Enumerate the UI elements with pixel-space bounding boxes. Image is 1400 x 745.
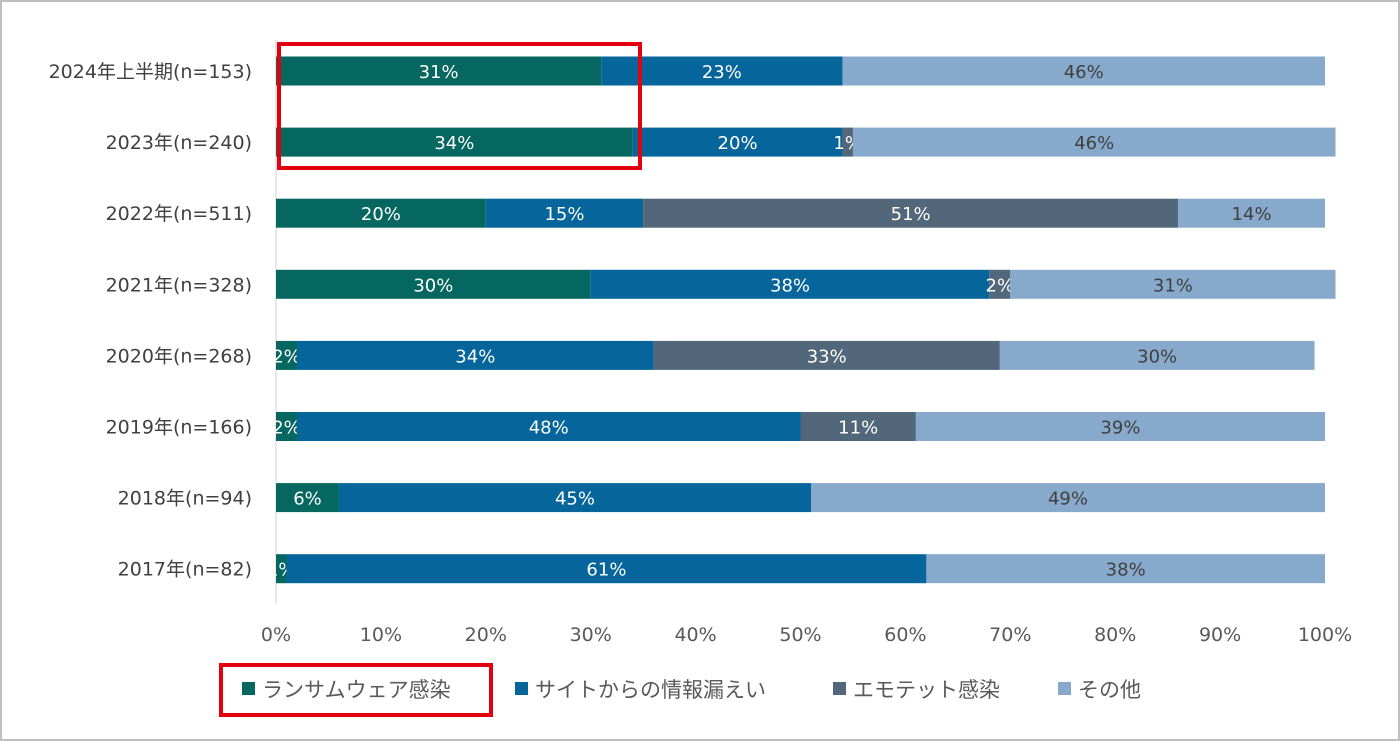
bar-segment — [1178, 198, 1325, 228]
x-tick-label: 100% — [1298, 624, 1352, 646]
data-label: 6% — [293, 489, 322, 510]
bar-segment — [800, 412, 916, 441]
bar-segment — [276, 340, 297, 370]
bar-segment — [485, 198, 644, 228]
bar-segment — [590, 269, 990, 299]
data-label: 61% — [586, 560, 626, 581]
data-label: 15% — [544, 204, 584, 225]
legend-swatch — [833, 682, 846, 695]
bar-segment — [989, 269, 1011, 299]
category-label: 2017年(n=82) — [118, 559, 252, 581]
bar-segment — [276, 127, 633, 157]
bar-segment — [926, 554, 1325, 584]
data-label: 14% — [1232, 204, 1272, 225]
bar-segment — [852, 127, 1336, 157]
data-label: 46% — [1074, 133, 1114, 154]
legend-label: その他 — [1078, 678, 1141, 702]
data-label: 33% — [807, 346, 847, 367]
plot-area: 0% 10% 20% 30% 40% 50% 60% 70% 80% 90% 100% 2024年上半… — [49, 40, 1352, 646]
x-tick-label: 80% — [1094, 624, 1136, 646]
x-tick-label: 50% — [779, 624, 821, 646]
category-label: 2023年(n=240) — [106, 132, 252, 154]
data-label: 23% — [702, 62, 742, 83]
category-label: 2021年(n=328) — [106, 274, 252, 296]
data-label: 39% — [1100, 418, 1140, 439]
bar-segment — [1010, 269, 1336, 299]
data-label: 11% — [838, 418, 878, 439]
x-tick-label: 60% — [884, 624, 926, 646]
bar-segment — [296, 412, 801, 441]
x-tick-label: 70% — [989, 624, 1031, 646]
legend-highlight-box — [219, 663, 493, 717]
data-label: 30% — [413, 275, 453, 296]
data-label: 49% — [1048, 489, 1088, 510]
bar-segment — [276, 56, 602, 86]
bar-segment — [842, 56, 1325, 86]
bar-segment — [286, 554, 927, 584]
category-label: 2018年(n=94) — [118, 488, 252, 510]
data-label: 20% — [361, 204, 401, 225]
x-tick-label: 40% — [674, 624, 716, 646]
bar-segment — [276, 554, 287, 584]
data-label: 31% — [419, 62, 459, 83]
legend-swatch — [242, 682, 255, 695]
data-label: 38% — [770, 275, 810, 296]
bar-segment — [915, 412, 1325, 441]
data-label: 2% — [272, 418, 301, 439]
data-label: 34% — [455, 346, 495, 367]
bar-segment — [632, 127, 843, 157]
data-label: 46% — [1064, 62, 1104, 83]
data-label: 20% — [718, 133, 758, 154]
data-label: 45% — [555, 489, 595, 510]
data-label: 51% — [891, 204, 931, 225]
data-label: 48% — [529, 418, 569, 439]
data-label: 31% — [1153, 275, 1193, 296]
bar-segment — [643, 198, 1179, 228]
legend-label: サイトからの情報漏えい — [535, 678, 766, 702]
bar-segment — [276, 483, 339, 513]
bar-segment — [276, 269, 591, 299]
category-label: 2024年上半期(n=153) — [49, 61, 252, 83]
x-tick-label: 10% — [360, 624, 402, 646]
bar-segment — [810, 483, 1325, 513]
bar-segment — [842, 127, 853, 157]
bar-segment — [276, 412, 297, 441]
data-label: 38% — [1106, 560, 1146, 581]
data-label: 2% — [986, 275, 1015, 296]
legend-label: ランサムウェア感染 — [262, 678, 451, 702]
category-label: 2019年(n=166) — [106, 417, 252, 439]
x-tick-label: 0% — [261, 624, 291, 646]
data-label: 2% — [272, 346, 301, 367]
legend: ランサムウェア感染 サイトからの情報漏えい エモテット感染 その他 — [219, 663, 1141, 717]
legend-swatch — [515, 682, 528, 695]
x-tick-label: 20% — [465, 624, 507, 646]
category-label: 2022年(n=511) — [106, 203, 252, 225]
bar-segment — [296, 340, 654, 370]
legend-swatch — [1058, 682, 1071, 695]
bar-segment — [338, 483, 811, 513]
data-label: 30% — [1137, 346, 1177, 367]
bar-segment — [276, 198, 486, 228]
legend-label: エモテット感染 — [853, 678, 1000, 702]
bar-segment — [653, 340, 1000, 370]
x-tick-label: 90% — [1199, 624, 1241, 646]
highlight-box — [277, 42, 642, 170]
category-label: 2020年(n=268) — [106, 345, 252, 367]
data-label: 34% — [434, 133, 474, 154]
x-tick-label: 30% — [570, 624, 612, 646]
bar-segment — [999, 340, 1315, 370]
